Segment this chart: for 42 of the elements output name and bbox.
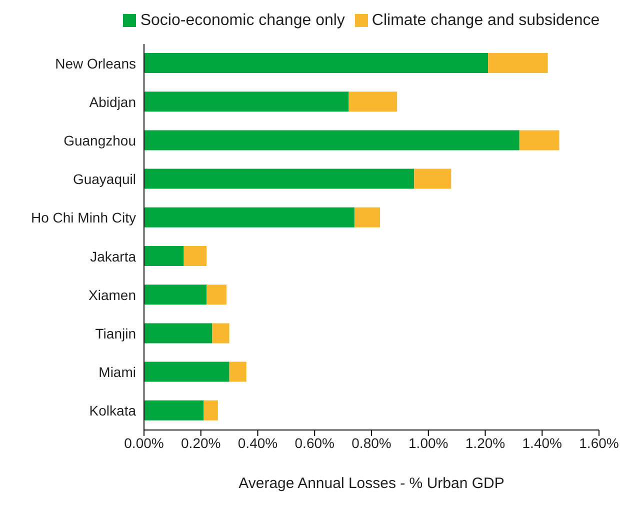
x-tick-label: 0.20% [181,434,221,451]
bar [144,400,204,420]
bar [144,323,212,344]
bar [144,246,184,266]
bar [144,130,520,150]
bar [354,207,380,228]
x-axis-title: Average Annual Losses - % Urban GDP [238,475,504,492]
legend-label: Socio-economic change only [140,12,345,29]
bar [212,323,230,344]
bar [204,400,218,420]
bar [348,92,398,112]
legend-label: Climate change and subsidence [372,12,600,29]
x-tick-label: 0.40% [238,434,278,451]
x-tick-label: 0.00% [124,434,164,451]
bar [519,130,560,150]
y-tick-label: Kolkata [89,402,136,419]
x-tick-label: 1.60% [579,434,619,451]
y-tick-label: New Orleans [55,55,136,72]
y-tick-label: Tianjin [95,325,136,342]
bar [144,362,230,382]
bar [144,284,207,305]
x-tick-label: 1.40% [522,434,562,451]
x-tick-label: 0.60% [294,434,334,451]
y-tick-label: Guayaquil [72,171,136,188]
bar [184,246,207,266]
bar [144,168,414,189]
x-tick-label: 0.80% [352,434,392,451]
y-tick-label: Guangzhou [64,132,136,148]
y-tick-label: Xiamen [88,286,136,303]
x-tick-label: 1.00% [408,434,448,451]
bar [206,284,226,305]
bar [144,92,349,112]
bar [488,53,548,73]
bar [414,168,452,189]
y-tick-label: Ho Chi Minh City [30,210,136,226]
x-tick-label: 1.20% [465,434,506,451]
y-tick-label: Jakarta [90,248,136,264]
y-tick-label: Miami [98,364,136,380]
bar [144,207,354,228]
y-tick-label: Abidjan [89,94,136,110]
bar [144,53,488,73]
bar [229,362,246,382]
